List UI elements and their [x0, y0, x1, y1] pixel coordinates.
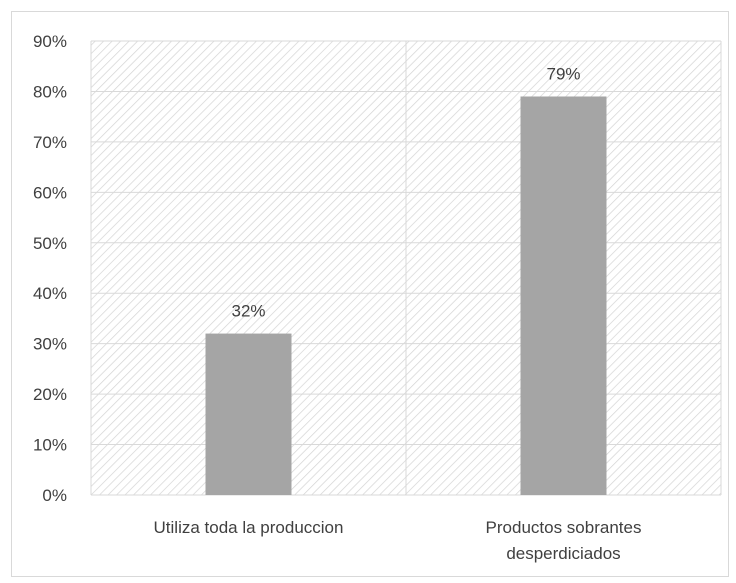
bars	[205, 96, 607, 495]
data-labels: 32% 79%	[231, 64, 580, 320]
y-tick-label: 60%	[33, 183, 67, 202]
category-label-2: Productos sobrantes desperdiciados	[486, 518, 642, 563]
data-label-2: 79%	[546, 64, 580, 83]
y-axis-tick-labels: 0% 10% 20% 30% 40% 50% 60% 70% 80% 90%	[33, 32, 67, 505]
y-tick-label: 20%	[33, 385, 67, 404]
y-tick-label: 70%	[33, 133, 67, 152]
x-axis-category-labels: Utiliza toda la produccion Productos sobr…	[154, 518, 642, 563]
y-tick-label: 90%	[33, 32, 67, 51]
y-tick-label: 0%	[42, 486, 67, 505]
y-tick-label: 10%	[33, 436, 67, 455]
y-tick-label: 80%	[33, 82, 67, 101]
y-tick-label: 50%	[33, 234, 67, 253]
bar-2	[520, 96, 607, 495]
bar-1	[205, 333, 292, 495]
y-tick-label: 30%	[33, 335, 67, 354]
category-label-1: Utiliza toda la produccion	[154, 518, 344, 537]
data-label-1: 32%	[231, 302, 265, 321]
y-tick-label: 40%	[33, 284, 67, 303]
gridlines	[90, 40, 722, 496]
